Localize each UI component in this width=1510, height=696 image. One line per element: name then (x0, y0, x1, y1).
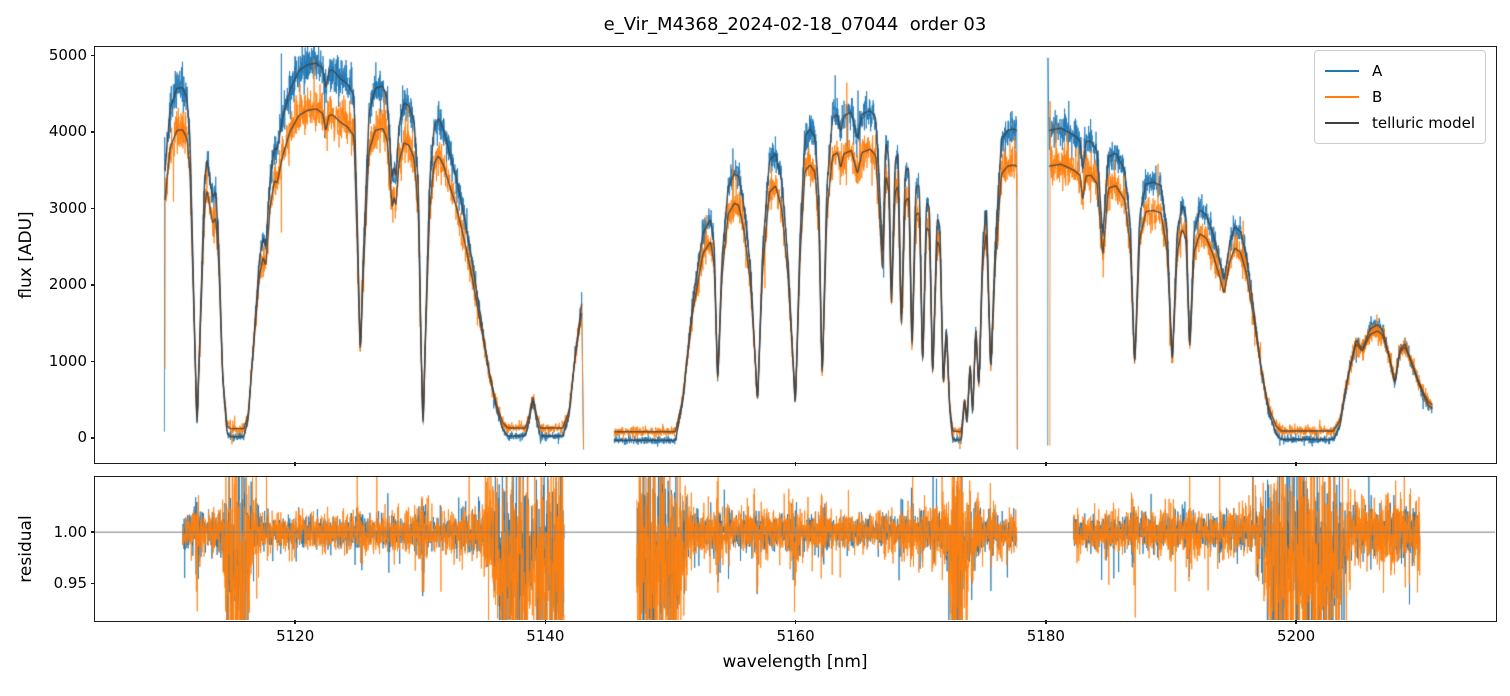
y-tick (91, 582, 95, 584)
legend-swatch-telluric-model (1325, 122, 1359, 124)
y-tick (91, 284, 95, 286)
flux-canvas (95, 47, 1495, 462)
legend: A B telluric model (1314, 50, 1486, 144)
plot-title: e_Vir_M4368_2024-02-18_07044 order 03 (603, 14, 987, 35)
legend-swatch-b (1325, 96, 1359, 98)
y-tick (91, 207, 95, 210)
residual-panel (94, 476, 1497, 622)
y-tick (91, 531, 95, 533)
x-tick (1295, 462, 1297, 466)
legend-item-telluric-model: telluric model (1325, 110, 1475, 136)
y-tick-label: 3000 (48, 198, 87, 217)
y-tick (91, 360, 95, 363)
x-tick (544, 462, 547, 466)
x-tick-label: 5120 (276, 627, 315, 645)
y-tick-label: 0 (77, 428, 87, 447)
x-tick (794, 462, 797, 466)
x-tick-label: 5180 (1026, 627, 1065, 645)
x-tick-label: 5160 (776, 627, 815, 645)
y-tick-label: 2000 (48, 275, 87, 294)
x-tick-label: 5140 (526, 627, 565, 645)
legend-item-b: B (1325, 84, 1475, 110)
y-tick-label: 1.00 (53, 522, 87, 541)
x-tick (794, 620, 797, 624)
x-tick-label: 5200 (1276, 627, 1316, 645)
legend-label-b: B (1372, 88, 1383, 106)
legend-label-telluric-model: telluric model (1372, 114, 1476, 132)
y-tick (91, 54, 95, 57)
x-tick (1045, 620, 1047, 624)
legend-item-a: A (1325, 58, 1475, 84)
x-tick (1045, 462, 1047, 466)
y-tick (91, 437, 95, 439)
x-tick (294, 620, 296, 624)
y-tick-label: 1000 (48, 351, 87, 370)
legend-swatch-a (1325, 70, 1359, 72)
x-tick (1295, 620, 1297, 624)
residual-canvas (95, 477, 1495, 620)
y-tick-label: 5000 (48, 45, 87, 64)
y-tick (91, 131, 95, 133)
y-tick-label: 4000 (48, 122, 87, 141)
x-axis-label: wavelength [nm] (722, 652, 868, 672)
legend-label-a: A (1372, 62, 1383, 80)
y-tick-label: 0.95 (53, 573, 87, 592)
x-tick (294, 462, 296, 466)
flux-panel (94, 46, 1497, 464)
x-tick (544, 620, 547, 624)
